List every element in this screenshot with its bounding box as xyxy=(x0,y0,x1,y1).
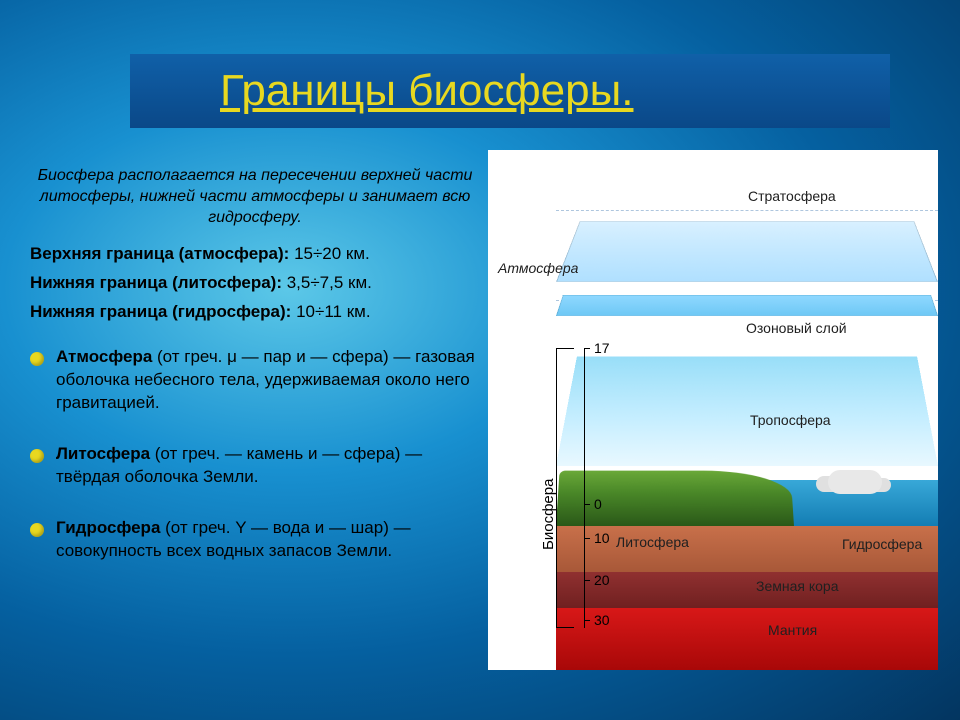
definition-lithosphere: Литосфера (от греч. — камень и — сфера) … xyxy=(30,443,480,489)
depth-scale xyxy=(584,348,585,628)
label-lithosphere: Литосфера xyxy=(616,534,689,550)
label-mantle: Мантия xyxy=(768,622,817,638)
layer-land xyxy=(556,471,794,526)
label-stratosphere: Стратосфера xyxy=(748,188,836,204)
biosphere-bracket xyxy=(556,348,574,628)
scale-tick xyxy=(584,620,590,621)
label-hydrosphere: Гидросфера xyxy=(842,536,922,552)
intro-paragraph: Биосфера располагается на пересечении ве… xyxy=(30,166,480,228)
definitions-list: Атмосфера (от греч. μ — пар и — сфера) —… xyxy=(30,346,480,563)
upper-bound: Верхняя граница (атмосфера): 15÷20 км. xyxy=(30,242,480,267)
scale-tick-label: 0 xyxy=(594,496,602,512)
bullet-icon xyxy=(30,523,44,537)
layer-ozone xyxy=(556,295,938,316)
definition-atmosphere: Атмосфера (от греч. μ — пар и — сфера) —… xyxy=(30,346,480,415)
text-column: Биосфера располагается на пересечении ве… xyxy=(30,166,480,591)
label-troposphere: Тропосфера xyxy=(750,412,831,428)
layer-troposphere xyxy=(556,357,938,466)
label-crust: Земная кора xyxy=(756,578,839,594)
scale-tick xyxy=(584,538,590,539)
guide-line xyxy=(556,210,938,211)
label-ozone: Озоновый слой xyxy=(746,320,847,336)
layer-mantle xyxy=(556,608,938,670)
definition-hydrosphere: Гидросфера (от греч. Υ — вода и — шар) —… xyxy=(30,517,480,563)
bullet-icon xyxy=(30,449,44,463)
bullet-icon xyxy=(30,352,44,366)
layer-crust xyxy=(556,572,938,608)
scale-tick-label: 10 xyxy=(594,530,610,546)
label-atmosphere: Атмосфера xyxy=(498,260,578,276)
scale-tick-label: 20 xyxy=(594,572,610,588)
scale-tick xyxy=(584,504,590,505)
layer-stratosphere xyxy=(556,222,938,282)
scale-tick xyxy=(584,348,590,349)
lower-bound-hydrosphere: Нижняя граница (гидросфера): 10÷11 км. xyxy=(30,300,480,325)
label-biosphere: Биосфера xyxy=(540,479,557,550)
lower-bound-lithosphere: Нижняя граница (литосфера): 3,5÷7,5 км. xyxy=(30,271,480,296)
title-bar: Границы биосферы. xyxy=(130,54,890,128)
biosphere-diagram: Стратосфера Озоновый слой Тропосфера Атм… xyxy=(488,150,938,670)
cloud-icon xyxy=(828,470,882,494)
scale-tick-label: 30 xyxy=(594,612,610,628)
scale-tick xyxy=(584,580,590,581)
page-title: Границы биосферы. xyxy=(220,66,633,116)
scale-tick-label: 17 xyxy=(594,340,610,356)
